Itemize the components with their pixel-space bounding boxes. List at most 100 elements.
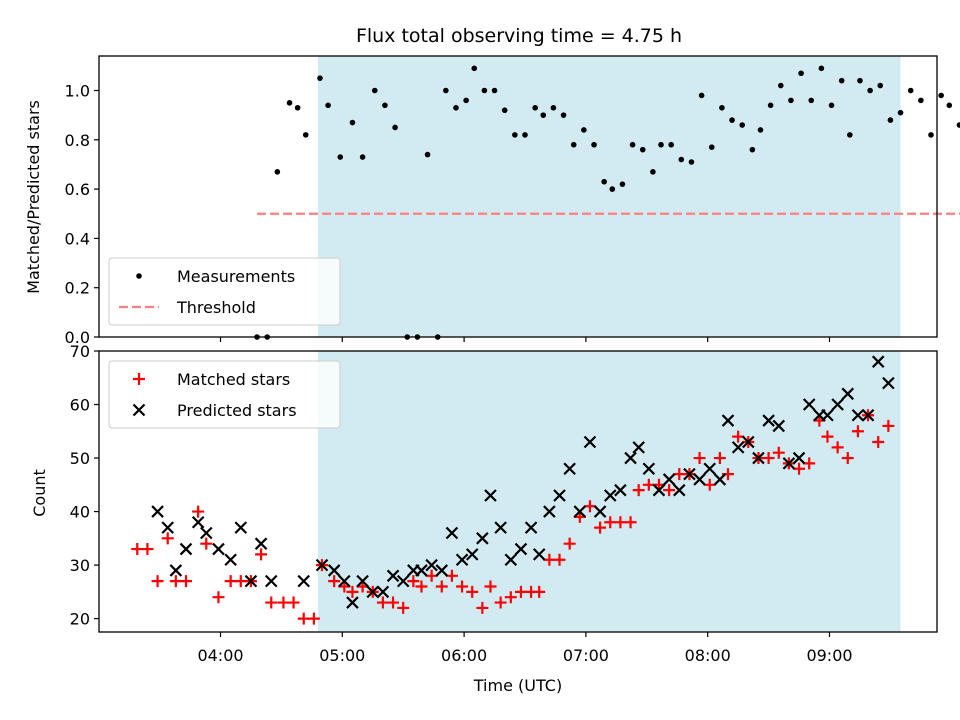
data-point xyxy=(192,505,205,518)
data-point xyxy=(752,451,765,465)
legend: Measurements Threshold xyxy=(108,257,341,326)
data-point xyxy=(831,441,844,454)
data-point xyxy=(443,87,449,94)
top-panel: 0.0 0.2 0.4 0.6 0.8 1.0 Measurements Threshold xyxy=(65,55,960,347)
data-point xyxy=(415,564,428,577)
data-point xyxy=(455,553,469,567)
data-point xyxy=(563,462,576,476)
x-tick-label: 04:00 xyxy=(197,646,243,665)
data-point xyxy=(808,97,815,104)
data-point xyxy=(767,102,774,109)
data-point xyxy=(244,574,258,588)
data-point xyxy=(327,564,341,577)
axes-frame xyxy=(98,55,938,338)
y-tick-label: 0.6 xyxy=(65,180,90,199)
data-point xyxy=(749,146,756,153)
data-point xyxy=(484,580,497,593)
y-tick-label: 1.0 xyxy=(65,82,90,101)
y-tick-label: 60 xyxy=(70,396,90,415)
data-point xyxy=(772,419,786,433)
data-point xyxy=(721,414,735,427)
data-point xyxy=(397,601,410,614)
data-point xyxy=(356,574,369,588)
data-point xyxy=(494,596,507,609)
data-point xyxy=(673,468,686,481)
highlight-span xyxy=(317,56,901,337)
data-point xyxy=(601,178,607,185)
data-point xyxy=(265,596,278,609)
data-point xyxy=(456,580,469,593)
data-point xyxy=(851,425,864,438)
data-point xyxy=(614,483,627,497)
data-point xyxy=(476,532,489,545)
y-tick-label: 0.4 xyxy=(65,229,90,248)
data-point xyxy=(698,92,705,99)
legend-marker-matched xyxy=(133,373,145,385)
data-point xyxy=(877,82,884,89)
data-point xyxy=(788,97,794,104)
data-point xyxy=(841,452,854,465)
data-point xyxy=(512,132,518,138)
data-point xyxy=(591,141,597,148)
data-point xyxy=(818,65,825,72)
data-point xyxy=(713,452,726,465)
legend-box xyxy=(108,257,341,326)
data-point xyxy=(200,537,213,550)
data-point xyxy=(255,548,268,561)
data-point xyxy=(632,441,645,454)
data-point xyxy=(632,484,645,497)
data-point xyxy=(386,569,400,583)
data-point xyxy=(762,414,775,427)
data-point xyxy=(169,575,182,588)
legend-box xyxy=(108,360,341,429)
data-point xyxy=(396,574,410,588)
data-point xyxy=(425,569,438,582)
data-point xyxy=(491,87,498,94)
data-point xyxy=(882,419,895,432)
data-point xyxy=(338,574,351,588)
data-point xyxy=(719,104,725,111)
data-point xyxy=(179,575,192,588)
data-point xyxy=(294,104,301,111)
data-point xyxy=(838,77,845,84)
data-point xyxy=(882,376,895,390)
data-point xyxy=(151,575,164,588)
data-point xyxy=(851,408,865,422)
data-point xyxy=(946,102,953,109)
data-point xyxy=(415,580,428,593)
data-point xyxy=(828,102,835,109)
y-tick-label: 0.8 xyxy=(65,131,90,150)
data-point xyxy=(861,408,875,422)
legend-label: Threshold xyxy=(176,298,256,317)
series-predicted-stars xyxy=(151,355,895,609)
data-point xyxy=(346,585,359,598)
data-point xyxy=(938,92,944,99)
data-point xyxy=(821,408,834,422)
data-point xyxy=(550,104,557,111)
data-point xyxy=(234,575,247,588)
data-point xyxy=(573,505,587,518)
data-point xyxy=(581,127,587,133)
data-point xyxy=(624,451,637,465)
x-tick-label: 08:00 xyxy=(685,646,731,665)
data-point xyxy=(782,457,796,470)
data-point xyxy=(337,154,344,160)
data-point xyxy=(713,473,727,486)
top-y-axis-label: Matched/Predicted stars xyxy=(24,100,43,294)
data-point xyxy=(652,483,666,497)
x-tick-label: 06:00 xyxy=(441,646,487,665)
data-point xyxy=(533,585,546,598)
data-point xyxy=(593,505,607,518)
data-point xyxy=(803,457,816,470)
data-point xyxy=(732,430,745,443)
data-point xyxy=(543,505,556,518)
chart-title: Flux total observing time = 4.75 h xyxy=(356,25,682,47)
data-point xyxy=(887,117,894,123)
data-point xyxy=(731,441,745,454)
y-tick-label: 0.2 xyxy=(65,279,90,298)
data-point xyxy=(465,548,479,561)
data-point xyxy=(224,553,237,567)
data-point xyxy=(703,478,716,491)
data-point xyxy=(688,159,695,165)
data-point xyxy=(151,505,164,518)
